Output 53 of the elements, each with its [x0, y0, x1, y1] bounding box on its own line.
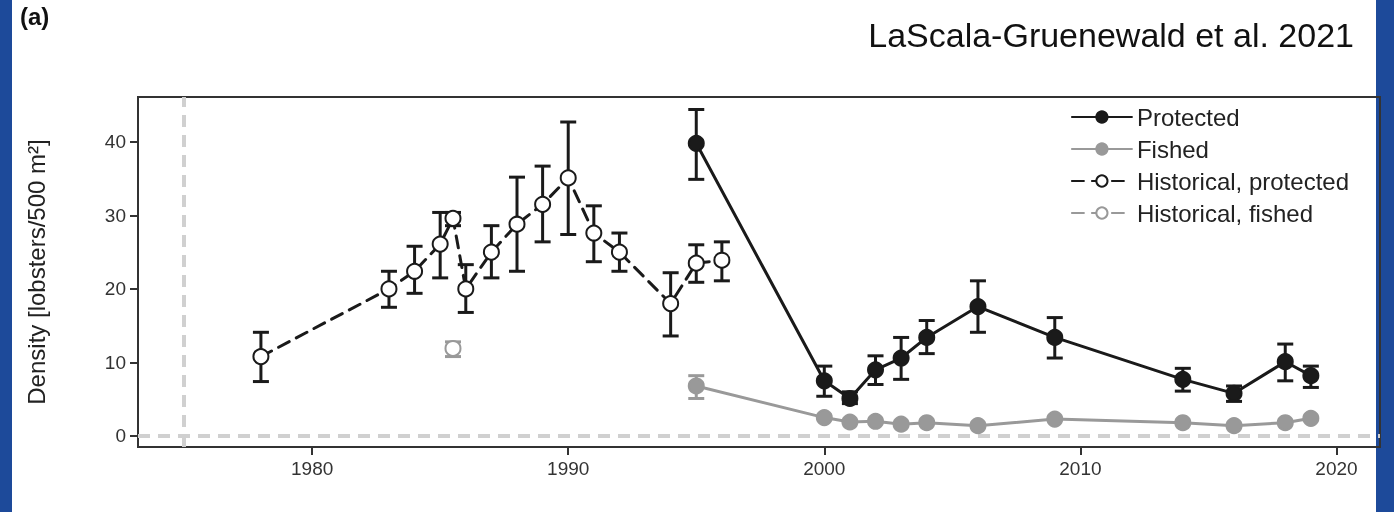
point [713, 251, 731, 269]
point [892, 415, 910, 433]
point [969, 417, 987, 435]
point [1302, 409, 1320, 427]
point [1174, 370, 1192, 388]
x-tick-label: 2020 [1315, 458, 1358, 479]
point [969, 298, 987, 316]
point [585, 224, 603, 242]
text: LaScala-Gruenewald et al. 2021 [868, 16, 1354, 54]
legend-label: Historical, protected [1136, 167, 1350, 195]
point [380, 280, 398, 298]
point [482, 243, 500, 261]
point [559, 169, 577, 187]
point [815, 372, 833, 390]
point [687, 134, 705, 152]
point [867, 412, 885, 430]
point [687, 254, 705, 272]
point [892, 349, 910, 367]
point [457, 280, 475, 298]
point [1046, 410, 1064, 428]
x-tick-label: 2010 [1059, 458, 1102, 479]
x-tick-label: 2000 [803, 458, 846, 479]
point [1174, 414, 1192, 432]
y-tick-label: 20 [104, 278, 126, 300]
y-tick-label: 40 [104, 131, 126, 153]
y-tick-label: 10 [104, 351, 126, 373]
point [431, 235, 449, 253]
legend-label: Protected [1136, 103, 1240, 131]
y-tick-label: 0 [115, 425, 126, 447]
legend-label: Historical, fished [1136, 199, 1313, 227]
point [1302, 367, 1320, 385]
point [508, 215, 526, 233]
legend-label: Fished [1136, 135, 1209, 163]
y-tick-label: 30 [104, 204, 126, 226]
point [815, 409, 833, 427]
point [1276, 353, 1294, 371]
point [1225, 417, 1243, 435]
text: (a) [20, 2, 50, 30]
point [918, 414, 936, 432]
point [867, 361, 885, 379]
point [841, 413, 859, 431]
point [1276, 414, 1294, 432]
point [406, 262, 424, 280]
point [1046, 328, 1064, 346]
point [687, 377, 705, 395]
point [918, 328, 936, 346]
point [662, 295, 680, 313]
point [534, 195, 552, 213]
point [610, 243, 628, 261]
x-tick-label: 1990 [547, 458, 590, 479]
x-tick-label: 1980 [291, 458, 334, 479]
point [252, 348, 270, 366]
y-axis-title: Density [lobsters/500 m²] [22, 139, 50, 405]
